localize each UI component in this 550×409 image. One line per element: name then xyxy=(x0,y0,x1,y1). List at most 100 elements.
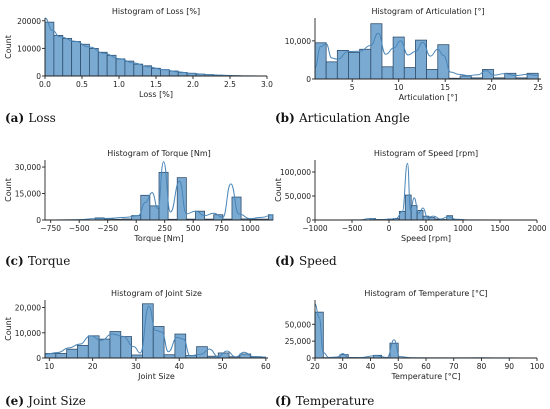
panel-4-x-tick-label: −500 xyxy=(342,224,363,233)
panel-6-caption: (f) Temperature xyxy=(275,394,374,408)
panel-1-histogram-bar xyxy=(133,63,144,77)
panel-6-x-tick-label: 20 xyxy=(310,362,320,371)
panel-6-x-tick-label: 90 xyxy=(504,362,514,371)
panel-1-x-tick-label: 3.0 xyxy=(261,80,273,89)
panel-4-chart-title: Histogram of Speed [rpm] xyxy=(374,149,478,158)
panel-1-y-tick-label: 20000 xyxy=(17,17,41,26)
panel-2-x-tick-label: 10 xyxy=(394,83,404,92)
panel-5-histogram-bar xyxy=(217,352,230,359)
panel-6-kde-line xyxy=(314,303,538,359)
panel-4-y-axis-label: Count xyxy=(274,178,283,202)
panel-6-x-tick-label: 60 xyxy=(421,362,431,371)
panel-6-x-tick-label: 100 xyxy=(530,362,545,371)
panel-4-x-tick-label: 2000 xyxy=(527,224,546,233)
panel-1-histogram-bar xyxy=(97,51,108,77)
panel-3-y-tick-label: 30,000 xyxy=(15,163,41,172)
panel-1-histogram-bar xyxy=(115,58,126,77)
panel-3-y-tick-label: 0 xyxy=(36,216,41,225)
panel-5-histogram-bar xyxy=(131,354,143,359)
panel-1-x-tick-label: 1.0 xyxy=(113,80,125,89)
panel-5-x-tick-label: 50 xyxy=(218,362,228,371)
panel-3-x-tick-label: 0 xyxy=(134,224,139,233)
panel-3-kde-line xyxy=(44,161,274,221)
panel-1-y-tick-label: 0 xyxy=(36,72,41,81)
panel-4-y-tick-label: 0 xyxy=(306,216,311,225)
panel-5-x-tick-label: 40 xyxy=(174,362,184,371)
panel-6-caption-text: Temperature xyxy=(296,394,375,408)
panel-2-x-axis-label: Articulation [°] xyxy=(399,93,458,102)
panel-5-kde-line xyxy=(44,305,266,358)
panel-5-histogram-bar xyxy=(196,346,208,359)
panel-5-x-axis-label: Joint Size xyxy=(137,372,175,381)
panel-1-x-tick-label: 0.0 xyxy=(39,80,51,89)
panel-3-chart-title: Histogram of Torque [Nm] xyxy=(107,149,211,158)
panel-5-y-tick-label: 20,000 xyxy=(15,304,41,313)
panel-5-histogram-bar xyxy=(163,354,176,359)
panel-3-x-axis-label: Torque [Nm] xyxy=(133,234,183,243)
panel-4-x-tick-label: 0 xyxy=(387,224,392,233)
panel-5-caption-text: Joint Size xyxy=(26,394,86,408)
panel-3-x-tick-label: 1000 xyxy=(241,224,260,233)
panel-5-caption-letter: (e) xyxy=(5,394,28,408)
panel-2-caption-letter: (b) xyxy=(275,111,299,125)
panel-2-y-tick-label: 10,000 xyxy=(285,37,311,46)
panel-4-y-tick-label: 50,000 xyxy=(285,192,311,201)
panel-1-x-tick-label: 0.5 xyxy=(76,80,88,89)
panel-2-histogram-bar xyxy=(381,66,394,80)
panel-2-histogram-bar xyxy=(325,61,338,80)
panel-5-y-tick-label: 0 xyxy=(36,354,41,363)
panel-6-histogram-bar xyxy=(314,311,324,359)
panel-5-histogram-bar xyxy=(77,344,89,359)
panel-1-y-tick-label: 10000 xyxy=(17,44,41,53)
panel-1-histogram-bar xyxy=(106,54,117,77)
panel-1-x-tick-label: 2.5 xyxy=(224,80,236,89)
panel-2-x-tick-label: 15 xyxy=(440,83,450,92)
panel-3-caption-text: Torque xyxy=(28,254,71,268)
panel-6-caption-letter: (f) xyxy=(275,394,296,408)
panel-2-histogram-bar xyxy=(370,23,383,80)
panel-1-histogram-bar xyxy=(71,41,81,77)
panel-2-histogram-bar xyxy=(403,67,416,80)
panel-3-x-tick-label: −250 xyxy=(97,224,118,233)
panel-6-y-tick-label: 25,000 xyxy=(285,337,311,346)
panel-4-caption-letter: (d) xyxy=(275,254,299,268)
panel-6-x-tick-label: 70 xyxy=(449,362,459,371)
panel-6-chart-title: Histogram of Temperature [°C] xyxy=(364,289,487,298)
panel-1-histogram-bar xyxy=(62,38,73,77)
panel-5-y-axis-label: Count xyxy=(4,317,13,341)
panel-5-histogram-bar xyxy=(66,348,78,359)
panel-2-caption-text: Articulation Angle xyxy=(298,111,410,125)
panel-5-x-tick-label: 30 xyxy=(131,362,141,371)
panel-2-histogram-bar xyxy=(415,39,428,80)
panel-6-y-tick-label: 0 xyxy=(306,354,311,363)
panel-5-x-tick-label: 60 xyxy=(261,362,271,371)
panel-3-x-tick-label: −500 xyxy=(69,224,90,233)
panel-1-x-axis-label: Loss [%] xyxy=(139,90,173,99)
panel-6-y-tick-label: 50,000 xyxy=(285,320,311,329)
panel-2-caption: (b) Articulation Angle xyxy=(275,111,410,125)
panel-5-histogram-bar xyxy=(98,338,111,359)
panel-3-x-tick-label: 500 xyxy=(186,224,201,233)
panel-2-kde-line xyxy=(314,32,539,77)
panel-3-y-tick-label: 15,000 xyxy=(15,190,41,199)
panel-4-x-tick-label: 1500 xyxy=(490,224,509,233)
panel-1-y-axis-label: Count xyxy=(4,35,13,59)
panel-5-y-tick-label: 10,000 xyxy=(15,329,41,338)
panel-4-x-tick-label: −1000 xyxy=(302,224,328,233)
panel-3-x-tick-label: 750 xyxy=(215,224,230,233)
panel-6-x-tick-label: 30 xyxy=(338,362,348,371)
panel-5-chart-title: Histogram of Joint Size xyxy=(111,289,202,298)
panel-5-x-tick-label: 20 xyxy=(88,362,98,371)
panel-2-histogram-bar xyxy=(314,42,327,80)
panel-2-x-tick-label: 25 xyxy=(533,83,543,92)
panel-3-x-tick-label: −750 xyxy=(40,224,61,233)
panel-4-x-axis-label: Speed [rpm] xyxy=(401,234,451,243)
panel-1-histogram-bar xyxy=(80,43,90,77)
panel-4-histogram-bar xyxy=(422,215,430,221)
panel-1-histogram-bar xyxy=(89,47,99,77)
panel-4-caption: (d) Speed xyxy=(275,254,337,268)
panel-6-x-tick-label: 50 xyxy=(393,362,403,371)
panel-2-histogram-bar xyxy=(359,48,372,80)
panel-3-histogram-bar xyxy=(176,177,187,221)
